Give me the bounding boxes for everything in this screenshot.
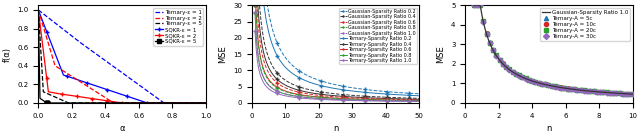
Y-axis label: MSE: MSE [436,45,445,63]
Y-axis label: f(α): f(α) [3,47,12,62]
Legend: Gaussian-Sparsity Ratio 0.2, Gaussian-Sparsity Ratio 0.4, Gaussian-Sparsity Rati: Gaussian-Sparsity Ratio 0.2, Gaussian-Sp… [339,8,417,64]
X-axis label: α: α [119,124,125,133]
X-axis label: n: n [333,124,338,133]
Legend: Ternary-ε = 1, Ternary-ε = 2, Ternary-ε = 5, SQKR-ε = 1, SQKR-ε = 2, SQKR-ε = 5: Ternary-ε = 1, Ternary-ε = 2, Ternary-ε … [153,8,203,46]
X-axis label: n: n [547,124,552,133]
Legend: Gaussian-Sparsity Ratio 1.0, Ternary-A = 5c, Ternary-A = 10c, Ternary-A = 20c, T: Gaussian-Sparsity Ratio 1.0, Ternary-A =… [540,8,630,41]
Y-axis label: MSE: MSE [218,45,227,63]
